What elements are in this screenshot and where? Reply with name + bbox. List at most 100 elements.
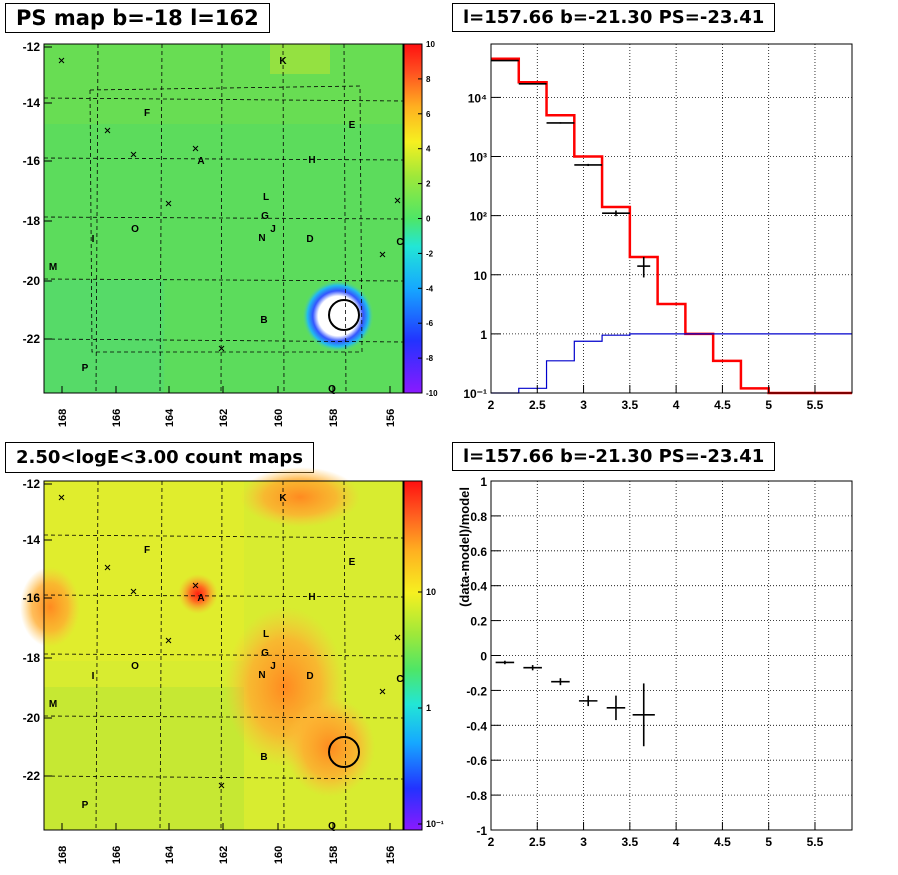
source-label: J (270, 224, 276, 235)
spectrum-y-ticks: 10⁻¹ 1 10 10² 10³ 10⁴ (463, 91, 501, 401)
x-tick-label: 4 (673, 398, 680, 412)
x-tick-label: 166 (111, 409, 123, 427)
y-tick-label: -0.6 (466, 754, 487, 768)
source-label: A (197, 156, 204, 167)
x-tick-label: 2 (488, 398, 495, 412)
source-label: K (279, 56, 287, 67)
y-tick-label: 10² (470, 210, 487, 224)
ps-map-cross-markers (58, 57, 401, 352)
colorbar-tick-label: 10⁻¹ (426, 819, 444, 829)
y-tick-label: 10 (474, 269, 488, 283)
spectrum-title: l=157.66 b=-21.30 PS=-23.41 (452, 3, 776, 32)
source-label: A (197, 593, 204, 604)
source-label: D (306, 234, 313, 245)
data-point (546, 122, 575, 124)
spectrum-frame (490, 43, 853, 394)
count-map-cross-markers (58, 494, 401, 789)
ps-map-target-circle (328, 299, 360, 331)
x-tick-label: 156 (385, 846, 397, 864)
source-label: D (306, 671, 313, 682)
y-tick-label: 1 (480, 475, 487, 489)
x-tick-label: 3 (580, 835, 587, 849)
data-point (574, 163, 603, 167)
source-label: M (49, 262, 57, 273)
y-tick-label: -0.4 (466, 719, 487, 733)
colorbar-tick-label: -4 (426, 284, 434, 293)
ps-map-colorbar-ticks: 10 8 6 4 2 0 -2 -4 -6 -8 -10 (418, 40, 438, 398)
source-label: L (263, 192, 269, 203)
ps-map-title: PS map b=-18 l=162 (5, 3, 270, 33)
background-step-line (491, 333, 852, 394)
x-tick-label: 158 (328, 409, 340, 427)
source-label: L (263, 629, 269, 640)
x-tick-label: 4.5 (714, 398, 731, 412)
residual-point (578, 695, 598, 707)
source-label: C (396, 237, 403, 248)
residual-y-ticks: 1 0.8 0.6 0.4 0.2 0 -0.2 -0.4 -0.6 -0.8 -1 (466, 475, 501, 838)
colorbar-tick-label: -8 (426, 354, 434, 363)
x-tick-label: 156 (385, 409, 397, 427)
ps-map-heatmap (44, 44, 403, 393)
y-tick-label: 0.2 (470, 615, 487, 629)
colorbar-tick-label: 6 (426, 110, 431, 119)
x-tick-label: 160 (273, 846, 285, 864)
count-map-colorbar (403, 480, 423, 831)
x-tick-label: 168 (57, 846, 69, 864)
x-tick-label: 3.5 (622, 835, 639, 849)
y-tick-label: -20 (23, 274, 41, 288)
source-label: H (308, 592, 315, 603)
y-tick-label: -22 (23, 332, 41, 346)
source-label: N (258, 233, 265, 244)
x-tick-label: 2.5 (529, 398, 546, 412)
source-label: E (349, 557, 356, 568)
residual-point (495, 660, 515, 665)
colorbar-tick-label: 10 (426, 587, 436, 597)
count-map-colorbar-ticks: 10 1 10⁻¹ (418, 587, 444, 829)
x-tick-label: 164 (164, 408, 176, 427)
x-tick-label: 160 (273, 409, 285, 427)
y-tick-label: -0.8 (466, 789, 487, 803)
model-step-line (491, 57, 852, 395)
colorbar-tick-label: 4 (426, 145, 431, 154)
source-label: F (144, 545, 150, 556)
source-label: G (261, 648, 269, 659)
y-tick-label: -16 (23, 591, 41, 605)
colorbar-tick-label: 2 (426, 180, 431, 189)
y-tick-label: 10⁻¹ (463, 387, 487, 401)
source-label: B (260, 752, 267, 763)
y-tick-label: 0.8 (470, 510, 487, 524)
source-label: B (260, 315, 267, 326)
x-tick-label: 3 (580, 398, 587, 412)
y-tick-label: -12 (23, 40, 41, 54)
source-label: Q (328, 384, 336, 395)
count-map-target-circle (328, 736, 360, 768)
residual-y-label: (data-model)/model (457, 487, 472, 607)
x-tick-label: 2 (488, 835, 495, 849)
colorbar-tick-label: 0 (426, 215, 431, 224)
residual-grid (491, 481, 852, 830)
source-label: Q (328, 821, 336, 832)
x-tick-label: 2.5 (529, 835, 546, 849)
x-tick-label: 5 (765, 835, 772, 849)
colorbar-tick-label: 10 (426, 40, 435, 49)
source-label: F (144, 108, 150, 119)
count-map-title: 2.50<logE<3.00 count maps (5, 442, 315, 473)
data-point (518, 82, 547, 85)
source-label: M (49, 699, 57, 710)
source-label: P (82, 800, 89, 811)
residual-title: l=157.66 b=-21.30 PS=-23.41 (452, 442, 776, 471)
y-tick-label: -0.2 (466, 684, 487, 698)
x-tick-label: 162 (218, 409, 230, 427)
count-map-x-ticks: 168 166 164 162 160 158 156 (57, 823, 397, 864)
x-tick-label: 5.5 (807, 398, 824, 412)
y-tick-label: 0 (480, 650, 487, 664)
source-label: O (131, 224, 139, 235)
y-tick-label: -18 (23, 214, 41, 228)
x-tick-label: 166 (111, 846, 123, 864)
count-map-y-ticks: -12 -14 -16 -18 -20 -22 (23, 477, 52, 783)
source-label: N (258, 670, 265, 681)
y-tick-label: 10³ (470, 151, 487, 165)
